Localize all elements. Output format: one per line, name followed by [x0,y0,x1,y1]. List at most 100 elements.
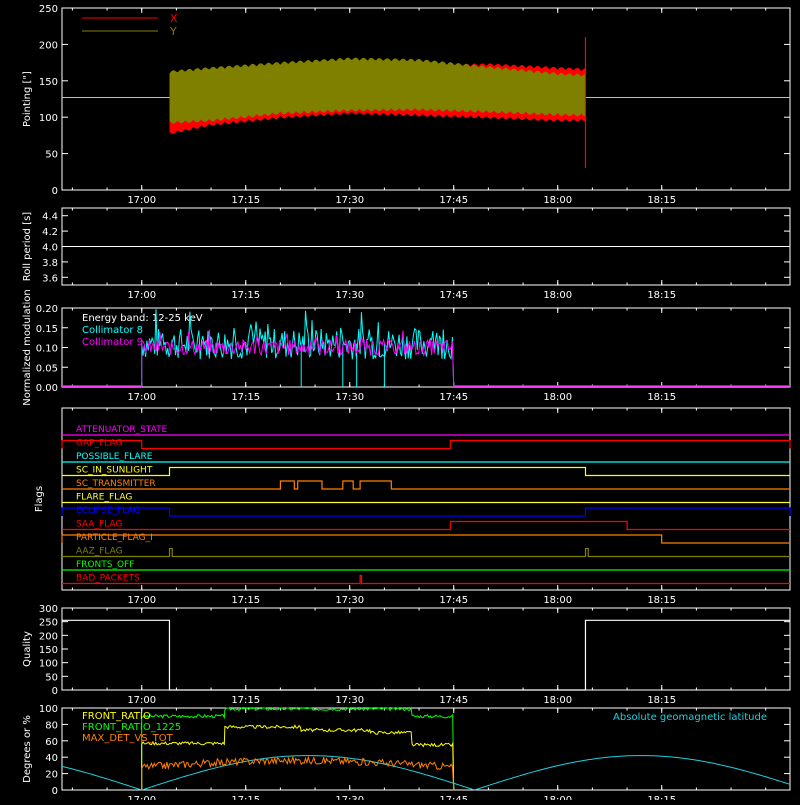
x-tick-label: 17:15 [231,195,260,206]
legend-label-geomagnetic-latitude: Absolute geomagnetic latitude [613,712,767,723]
y-tick-label: 80 [45,720,58,731]
y-tick-label: 40 [45,753,58,764]
x-tick-label: 17:45 [439,392,468,403]
flag-line-sc-in-sunlight [62,466,790,477]
legend-label-x: X [170,12,178,25]
y-tick-label: 0.05 [36,363,58,374]
ratio-series-front-ratio-1225 [141,706,455,791]
legend-label-front-ratio-1225: FRONT_RATIO_1225 [82,722,181,733]
x-tick-label: 17:30 [335,195,364,206]
y-tick-label: 3.6 [42,273,58,284]
x-tick-label: 17:30 [335,695,364,706]
x-tick-label: 17:30 [335,595,364,606]
y-tick-label: 0.20 [36,304,58,315]
x-tick-label: 17:00 [127,290,156,301]
y-tick-label: 60 [45,737,58,748]
flag-label: GAP_FLAG [76,439,122,449]
flag-line-eclipse-flag [61,507,791,517]
y-tick-label: 150 [39,77,58,88]
y-tick-label: 3.8 [42,258,58,269]
x-tick-label: 17:45 [439,795,468,800]
y-tick-label: 0 [52,186,58,197]
y-tick-label: 100 [39,704,58,715]
y-axis-label: Flags [34,486,45,512]
x-tick-label: 17:45 [439,195,468,206]
x-tick-label: 18:00 [543,795,572,800]
y-tick-label: 250 [39,618,58,629]
y-tick-label: 300 [39,604,58,615]
x-tick-label: 17:15 [231,392,260,403]
y-tick-label: 20 [45,770,58,781]
ratio-series-front-ratio [141,724,455,791]
y-axis-label: Pointing ["] [22,71,33,127]
x-tick-label: 17:15 [231,695,260,706]
flag-label: AAZ_FLAG [76,547,123,557]
flag-label: PARTICLE_FLAG_I [76,533,153,543]
x-tick-label: 17:45 [439,595,468,606]
legend-label-collimator-9: Collimator 9 [82,337,143,348]
y-tick-label: 0 [52,786,58,797]
flag-line-gap-flag [61,439,791,450]
x-tick-label: 17:00 [127,795,156,800]
x-tick-label: 18:15 [647,290,676,301]
x-tick-label: 17:00 [127,695,156,706]
y-axis-label: Degrees or % [22,715,33,783]
x-tick-label: 18:15 [647,795,676,800]
y-tick-label: 0 [52,686,58,697]
x-tick-label: 18:00 [543,595,572,606]
x-tick-label: 18:15 [647,195,676,206]
y-tick-label: 4.2 [42,227,58,238]
y-tick-label: 4.0 [42,243,58,254]
x-tick-label: 18:00 [543,290,572,301]
x-tick-label: 18:15 [647,695,676,706]
y-axis-label: Roll period [s] [22,212,33,281]
x-tick-label: 17:45 [439,695,468,706]
legend-label-front-ratio: FRONT_RATIO [82,711,151,722]
flag-label: SAA_FLAG [76,520,122,530]
x-tick-label: 18:00 [543,195,572,206]
modulation-series-9 [141,329,455,388]
flag-label: FRONTS_OFF [76,560,134,570]
x-tick-label: 17:00 [127,392,156,403]
x-tick-label: 17:15 [231,795,260,800]
panel-frame [61,407,791,591]
y-tick-label: 50 [45,150,58,161]
y-axis-label: Quality [22,631,33,667]
y-tick-label: 0.15 [36,324,58,335]
x-tick-label: 18:15 [647,392,676,403]
legend-label-y: Y [169,25,177,38]
x-tick-label: 17:15 [231,290,260,301]
y-tick-label: 50 [45,672,58,683]
energy-band-annotation: Energy band: 12-25 keV [82,313,203,324]
geomagnetic-latitude-line [61,755,791,791]
flag-label: FLARE_FLAG [76,493,132,503]
flag-line-sc-transmitter [62,480,790,490]
x-tick-label: 17:15 [231,595,260,606]
y-tick-label: 150 [39,645,58,656]
flag-label: ATTENUATOR_STATE [76,425,168,435]
panel-frame [61,707,791,791]
y-tick-label: 250 [39,4,58,15]
y-tick-label: 100 [39,113,58,124]
y-tick-label: 0.00 [36,383,58,394]
legend-label-max-det-vs-tot: MAX_DET_VS_TOT [82,733,174,744]
ratio-series-max-det-vs-tot [141,755,455,791]
x-tick-label: 17:00 [127,595,156,606]
pointing-band-y [169,57,586,124]
flag-label: BAD_PACKETS [76,574,140,584]
flag-label: SC_TRANSMITTER [76,479,156,489]
panel-frame [61,7,791,191]
x-tick-label: 18:00 [543,392,572,403]
quality-line [62,619,790,691]
y-tick-label: 0.10 [36,344,58,355]
y-tick-label: 4.4 [42,212,58,223]
flag-line-particle-flag-i [61,534,790,544]
flag-label: ECLIPSE_FLAG [76,506,140,516]
x-tick-label: 17:30 [335,290,364,301]
x-tick-label: 17:45 [439,290,468,301]
y-tick-label: 200 [39,40,58,51]
flag-label: SC_IN_SUNLIGHT [76,466,153,476]
x-tick-label: 17:30 [335,795,364,800]
